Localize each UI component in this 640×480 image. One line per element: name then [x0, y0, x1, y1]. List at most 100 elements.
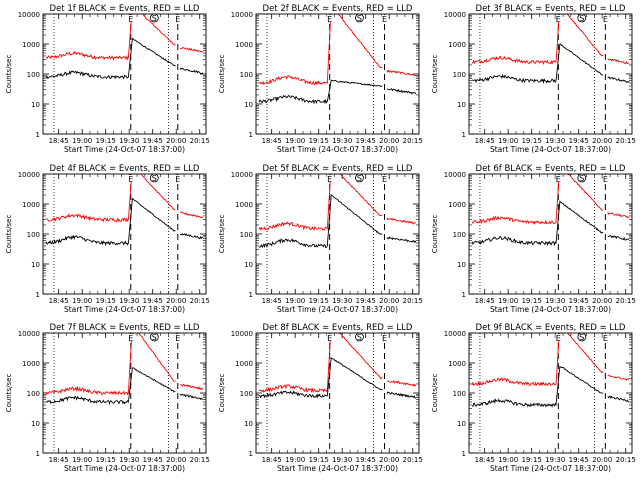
y-tick-label: 10 [31, 261, 40, 269]
y-tick-label: 10 [457, 261, 466, 269]
marker-label-e: E [175, 175, 180, 184]
marker-backdrop [174, 15, 181, 22]
x-tick-label: 20:15 [616, 297, 636, 305]
plot-frame [468, 13, 633, 135]
y-tick-label: 1 [462, 291, 466, 299]
x-tick-label: 19:30 [545, 137, 565, 145]
y-tick-label: 1000 [448, 360, 466, 368]
marker-label-e: E [128, 15, 133, 24]
x-axis-label: Start Time (24-Oct-07 18:37:00) [64, 145, 185, 154]
y-tick-label: 10000 [444, 171, 466, 179]
y-tick-label: 10000 [231, 171, 253, 179]
x-tick-label: 19:45 [356, 456, 376, 464]
lld-series-line [258, 14, 417, 86]
x-tick-label: 19:30 [545, 456, 565, 464]
plot-area [45, 333, 204, 453]
marker-backdrop [326, 175, 333, 182]
y-tick-label: 100 [27, 231, 40, 239]
marker-label-s: S [357, 14, 362, 23]
x-tick-label: 19:45 [143, 297, 163, 305]
y-tick-label: 100 [240, 231, 253, 239]
x-tick-label: 20:00 [592, 137, 612, 145]
y-tick-label: 1000 [448, 41, 466, 49]
y-tick-label: 1 [462, 450, 466, 458]
events-series-line [258, 357, 417, 399]
x-tick-label: 20:15 [190, 297, 210, 305]
marker-label-e: E [128, 334, 133, 343]
panel-7: Det 7f BLACK = Events, RED = LLD Counts/s… [5, 323, 210, 473]
x-tick-label: 19:15 [96, 297, 116, 305]
x-tick-label: 19:30 [119, 297, 139, 305]
plot-area [471, 14, 630, 134]
x-tick-label: 19:15 [522, 297, 542, 305]
x-tick-label: 19:45 [143, 137, 163, 145]
plot-area [45, 174, 204, 294]
events-series-line [471, 43, 630, 85]
panel-1: Det 1f BLACK = Events, RED = LLD Counts/s… [5, 4, 210, 154]
x-tick-label: 19:45 [569, 456, 589, 464]
x-tick-label: 19:00 [498, 297, 518, 305]
panel-title: Det 7f BLACK = Events, RED = LLD [50, 323, 200, 333]
x-tick-label: 20:00 [379, 456, 399, 464]
marker-backdrop [174, 175, 181, 182]
panel-title: Det 3f BLACK = Events, RED = LLD [476, 4, 626, 14]
x-tick-label: 19:15 [309, 456, 329, 464]
y-tick-label: 1000 [235, 201, 253, 209]
x-tick-label: 20:00 [166, 137, 186, 145]
marker-label-s: S [152, 14, 157, 23]
y-tick-label: 1 [36, 131, 40, 139]
x-tick-label: 19:00 [498, 137, 518, 145]
x-tick-label: 19:00 [285, 137, 305, 145]
x-tick-label: 20:15 [190, 137, 210, 145]
x-axis-label: Start Time (24-Oct-07 18:37:00) [277, 145, 398, 154]
y-tick-label: 100 [240, 71, 253, 79]
x-tick-label: 19:00 [498, 456, 518, 464]
x-axis-label: Start Time (24-Oct-07 18:37:00) [277, 305, 398, 314]
marker-label-e: E [382, 334, 387, 343]
plot-area [258, 14, 417, 134]
marker-label-e: E [603, 15, 608, 24]
marker-label-s: S [579, 14, 584, 23]
marker-backdrop [127, 15, 134, 22]
x-tick-label: 19:15 [96, 456, 116, 464]
marker-backdrop [381, 175, 388, 182]
lld-series-line [258, 333, 417, 394]
y-tick-label: 1 [249, 291, 253, 299]
plot-frame [468, 173, 633, 295]
x-tick-label: 19:00 [285, 297, 305, 305]
y-tick-label: 1000 [235, 41, 253, 49]
lld-series-line [45, 174, 204, 223]
x-tick-label: 19:30 [332, 297, 352, 305]
marker-backdrop [602, 334, 609, 341]
marker-label-e: E [175, 15, 180, 24]
marker-label-e: E [603, 175, 608, 184]
marker-label-e: E [175, 334, 180, 343]
y-tick-label: 1000 [448, 201, 466, 209]
x-axis-label: Start Time (24-Oct-07 18:37:00) [64, 464, 185, 473]
plot-area [471, 333, 630, 453]
x-tick-label: 20:00 [592, 456, 612, 464]
x-tick-label: 20:15 [403, 137, 423, 145]
y-tick-label: 100 [240, 390, 253, 398]
lld-series-line [471, 174, 630, 225]
y-tick-label: 1000 [22, 201, 40, 209]
x-axis-label: Start Time (24-Oct-07 18:37:00) [64, 305, 185, 314]
y-tick-label: 1000 [22, 360, 40, 368]
y-tick-label: 10000 [231, 11, 253, 19]
x-tick-label: 19:30 [545, 297, 565, 305]
marker-label-e: E [327, 175, 332, 184]
panel-title: Det 1f BLACK = Events, RED = LLD [50, 4, 200, 14]
plot-frame [42, 173, 207, 295]
x-tick-label: 19:15 [96, 137, 116, 145]
plot-frame [255, 332, 420, 454]
lld-series-line [258, 174, 417, 231]
marker-label-e: E [327, 334, 332, 343]
marker-label-e: E [556, 334, 561, 343]
marker-label-e: E [382, 175, 387, 184]
panel-title: Det 2f BLACK = Events, RED = LLD [263, 4, 413, 14]
x-tick-label: 18:45 [262, 137, 282, 145]
marker-backdrop [602, 15, 609, 22]
panel-title: Det 8f BLACK = Events, RED = LLD [263, 323, 413, 333]
x-tick-label: 18:45 [49, 456, 69, 464]
